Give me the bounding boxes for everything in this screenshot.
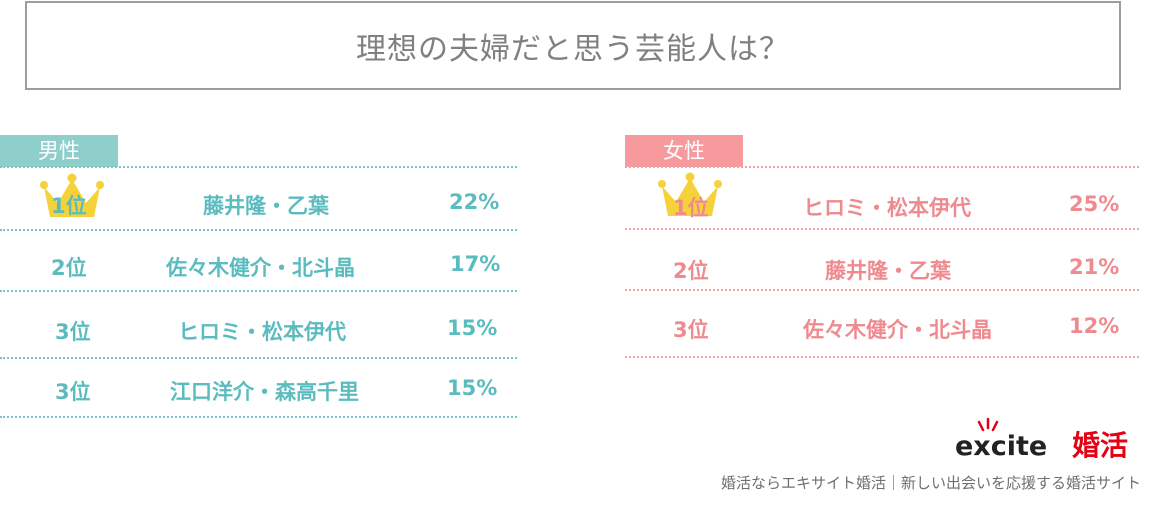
female-rank-3: 3位 <box>673 318 709 342</box>
row-divider <box>0 357 517 359</box>
female-rank-2: 2位 <box>673 259 709 283</box>
footer-tagline: 婚活ならエキサイト婚活｜新しい出会いを応援する婚活サイト <box>720 474 1141 492</box>
row-divider <box>625 289 1139 291</box>
female-couple-3: 佐々木健介・北斗晶 <box>803 318 992 342</box>
crown-icon <box>658 172 722 216</box>
female-percent-1: 25% <box>1069 192 1120 216</box>
female-percent-3: 12% <box>1069 314 1120 338</box>
male-percent-4: 15% <box>447 376 498 400</box>
female-panel-label: 女性 <box>625 135 743 167</box>
male-couple-3: ヒロミ・松本伊代 <box>178 320 346 344</box>
male-couple-2: 佐々木健介・北斗晶 <box>166 256 355 280</box>
logo-service-text: 婚活 <box>1072 429 1128 462</box>
row-divider <box>0 166 517 168</box>
female-rank-1: 1位 <box>673 196 709 220</box>
page-title: 理想の夫婦だと思う芸能人は？ <box>25 1 1121 90</box>
male-panel-label: 男性 <box>0 135 118 167</box>
male-rank-1: 1位 <box>51 194 87 218</box>
female-couple-2: 藤井隆・乙葉 <box>825 259 951 283</box>
male-rank-3: 3位 <box>55 320 91 344</box>
excite-konkatsu-logo: excite 婚活 <box>955 417 1128 462</box>
male-percent-2: 17% <box>450 252 501 276</box>
male-rank-2: 2位 <box>51 256 87 280</box>
row-divider <box>0 290 517 292</box>
male-ranking-row: 1位 藤井隆・乙葉 22% <box>0 168 517 228</box>
row-divider <box>625 228 1139 230</box>
male-couple-1: 藤井隆・乙葉 <box>203 194 329 218</box>
logo-brand-text: excite <box>955 431 1047 462</box>
male-percent-3: 15% <box>447 316 498 340</box>
row-divider <box>0 416 517 418</box>
row-divider <box>0 229 517 231</box>
crown-icon <box>40 173 104 217</box>
male-rank-4: 3位 <box>55 380 91 404</box>
male-couple-4: 江口洋介・森高千里 <box>170 380 359 404</box>
male-percent-1: 22% <box>449 190 500 214</box>
female-percent-2: 21% <box>1069 255 1120 279</box>
female-couple-1: ヒロミ・松本伊代 <box>803 196 971 220</box>
row-divider <box>625 166 1139 168</box>
row-divider <box>625 356 1139 358</box>
